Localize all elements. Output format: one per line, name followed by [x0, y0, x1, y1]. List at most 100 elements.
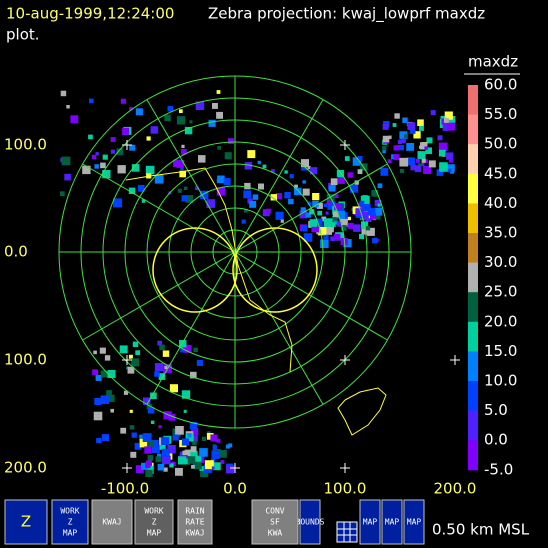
echo [394, 113, 400, 119]
echo [135, 350, 141, 356]
toolbar-button[interactable]: RAIN RATE KWAJ [177, 499, 213, 545]
echo [294, 187, 302, 196]
button-label: Z [21, 513, 31, 531]
button-face [359, 499, 381, 545]
echo [120, 427, 127, 434]
toolbar-button[interactable]: MAP [359, 499, 381, 545]
echo [374, 199, 382, 207]
echo [309, 209, 315, 215]
timestamp: 10-aug-1999,12:24:00 [6, 5, 174, 23]
toolbar-button[interactable] [336, 521, 358, 543]
echo [141, 462, 149, 470]
grid-icon [337, 522, 357, 542]
colorbar-swatch [468, 114, 478, 145]
azimuth-spoke [82, 163, 236, 253]
echo [326, 200, 331, 205]
y-axis-label: 200.0 [4, 459, 47, 477]
echo [192, 440, 197, 446]
echo [129, 144, 136, 151]
echo [100, 162, 106, 169]
echo [359, 234, 365, 240]
echo [361, 211, 369, 220]
overlay [125, 167, 387, 436]
echo [300, 207, 306, 213]
island [337, 387, 387, 436]
echo [354, 180, 359, 185]
echo [224, 152, 232, 160]
echo [374, 207, 383, 216]
echo [417, 119, 424, 126]
toolbar-button[interactable]: MAP [381, 499, 403, 545]
x-axis-label: -100.0 [101, 480, 149, 498]
echo [178, 456, 187, 465]
echo [413, 131, 421, 139]
echo [129, 409, 133, 413]
echo [100, 395, 110, 404]
toolbar-button[interactable]: KWAJ [91, 499, 133, 545]
button-label: KWAJ [185, 529, 204, 538]
grid-cross [122, 140, 132, 150]
echo [392, 123, 397, 127]
echo [194, 456, 202, 463]
grid-cross [450, 355, 460, 365]
echo [444, 111, 453, 120]
echo [448, 158, 453, 163]
echo [128, 354, 133, 359]
echo [270, 194, 277, 201]
echo [216, 187, 225, 196]
toolbar-button[interactable]: WORK Z MAP [51, 499, 89, 545]
azimuth-spoke [146, 99, 236, 253]
echo [151, 445, 160, 454]
echo [182, 450, 188, 456]
echo [447, 168, 452, 173]
echo [321, 216, 327, 222]
echo [169, 463, 174, 468]
echo [183, 344, 192, 353]
echo [302, 180, 306, 184]
echo [334, 194, 339, 199]
echo [377, 203, 381, 207]
echo [299, 210, 308, 219]
echo [406, 143, 414, 151]
echo [333, 233, 341, 241]
echo [206, 199, 216, 208]
echo [216, 90, 221, 94]
toolbar-button[interactable]: WORK Z MAP [134, 499, 174, 545]
echo [154, 371, 160, 377]
echo [200, 458, 204, 462]
toolbar-button[interactable]: MAP [403, 499, 425, 545]
toolbar-button[interactable]: BOUNDS [296, 499, 325, 545]
echo [325, 211, 329, 215]
echo [110, 149, 115, 154]
toolbar-button[interactable]: CONV SF KWA [251, 499, 299, 545]
echo [382, 135, 390, 143]
echo [324, 227, 332, 235]
echo [172, 434, 179, 441]
echo [131, 164, 140, 172]
echo [316, 230, 320, 235]
echo [107, 394, 115, 402]
echo [294, 184, 298, 189]
echo [181, 438, 190, 446]
echo [398, 144, 404, 151]
echo [309, 219, 318, 227]
echo [94, 164, 99, 169]
echo [176, 116, 186, 125]
echo [347, 172, 353, 178]
echo [371, 190, 379, 197]
echo [199, 190, 209, 200]
toolbar-button[interactable]: Z [4, 499, 48, 545]
echo [159, 344, 165, 351]
button-face [134, 499, 174, 545]
colorbar: maxdz 60.0 55.0 50.0 45.0 40.0 35.0 30.0 25.0 20.… [464, 53, 520, 478]
echo [181, 390, 191, 399]
echo [89, 98, 94, 104]
echo [184, 186, 188, 190]
echo [128, 187, 136, 194]
echo [211, 450, 220, 459]
echo [212, 103, 218, 109]
echo [214, 465, 219, 470]
echo [82, 165, 91, 175]
echo [102, 154, 108, 160]
